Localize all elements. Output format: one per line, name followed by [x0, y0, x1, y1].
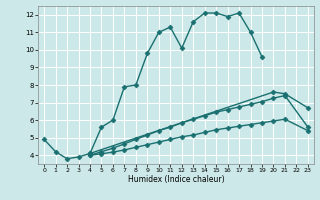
X-axis label: Humidex (Indice chaleur): Humidex (Indice chaleur)	[128, 175, 224, 184]
